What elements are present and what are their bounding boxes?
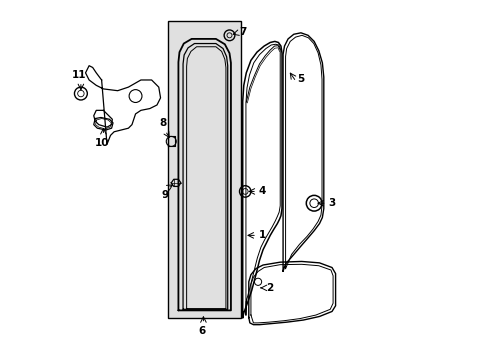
Text: 4: 4 [258, 186, 265, 197]
Text: 2: 2 [265, 283, 273, 293]
Text: 3: 3 [328, 198, 335, 208]
Text: 6: 6 [198, 326, 205, 336]
Text: 10: 10 [94, 138, 109, 148]
Text: 1: 1 [258, 230, 265, 240]
Text: 5: 5 [297, 74, 304, 84]
Polygon shape [167, 21, 241, 318]
Text: 9: 9 [162, 190, 168, 200]
Text: 7: 7 [239, 27, 246, 37]
Text: 11: 11 [72, 70, 86, 80]
Text: 8: 8 [159, 118, 166, 128]
